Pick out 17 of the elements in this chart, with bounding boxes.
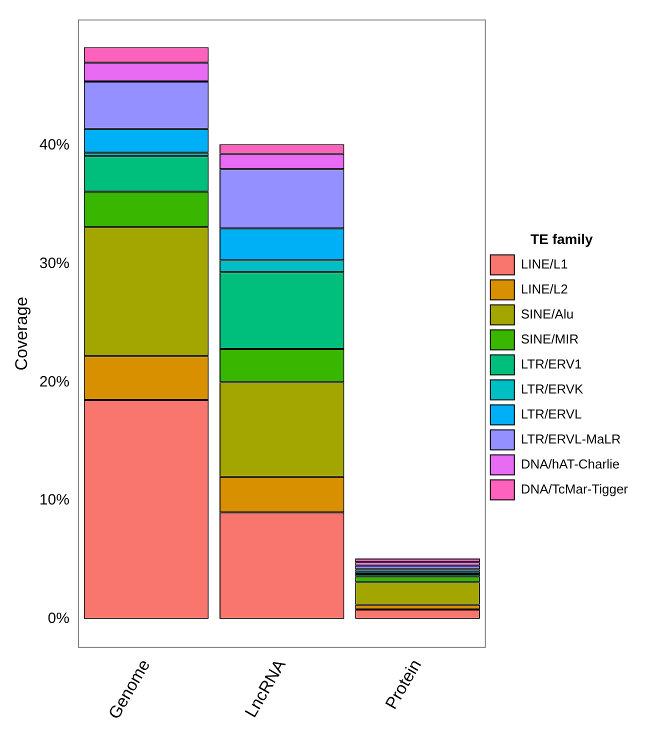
legend-label: LTR/ERV1	[520, 356, 582, 372]
legend-label: SINE/MIR	[520, 331, 579, 346]
y-tick-label: 30%	[39, 254, 70, 272]
y-tick-label: 20%	[39, 373, 70, 390]
legend-label: LTR/ERVL-MaLR	[520, 431, 621, 446]
y-tick-label: 40%	[39, 136, 70, 154]
y-tick-label: 10%	[39, 492, 70, 509]
legend-label: DNA/hAT-Charlie	[520, 456, 620, 472]
legend-label: LTR/ERVK	[520, 381, 584, 396]
y-axis-title: Coverage	[12, 296, 31, 371]
legend-label: LINE/L1	[520, 256, 568, 272]
legend-label: DNA/TcMar-Tigger	[520, 481, 629, 496]
legend-label: SINE/Alu	[520, 306, 574, 322]
y-tick-label: 0%	[48, 610, 70, 628]
legend-label: LINE/L2	[520, 281, 568, 296]
legend-title: TE family	[530, 230, 594, 247]
legend-label: LTR/ERVL	[520, 406, 582, 422]
